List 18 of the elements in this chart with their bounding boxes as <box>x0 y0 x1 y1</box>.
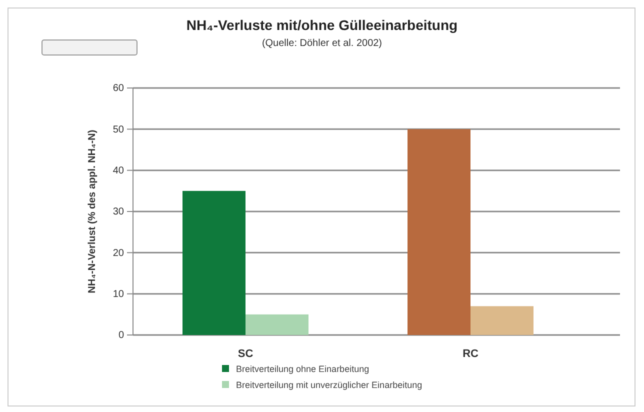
x-tick-label: SC <box>238 348 254 360</box>
chart-subtitle: (Quelle: Döhler et al. 2002) <box>262 38 382 49</box>
bar <box>470 306 534 335</box>
y-tick-label: 40 <box>112 166 124 177</box>
x-tick-label: RC <box>462 348 478 360</box>
bar <box>408 129 470 335</box>
bar <box>182 190 246 335</box>
y-axis-title: NH₄-N-Verlust (% des appl. NH₄-N) <box>87 130 98 294</box>
y-tick-label: 30 <box>112 206 124 218</box>
y-tick-label: 50 <box>112 124 124 136</box>
y-tick-label: 0 <box>118 330 124 342</box>
y-tick-label: 20 <box>112 248 124 259</box>
legend-label: Breitverteilung ohne Einarbeitung <box>236 364 370 374</box>
bar <box>246 314 308 335</box>
legend-label: Breitverteilung mit unverzüglicher Einarbeitung <box>236 380 422 390</box>
chart-title: NH₄-Verluste mit/ohne Gülleeinarbeitung <box>186 17 458 33</box>
y-tick-label: 60 <box>112 83 124 94</box>
y-tick-label: 10 <box>112 289 124 300</box>
